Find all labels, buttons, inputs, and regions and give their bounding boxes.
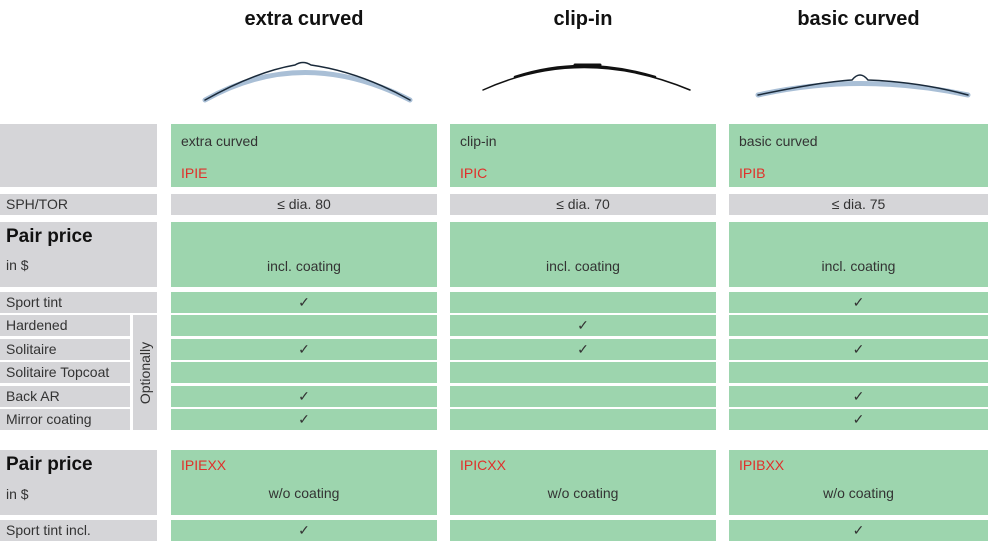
check-mark: ✓	[298, 294, 310, 310]
price-wo-cell: IPIEXX w/o coating	[171, 450, 437, 515]
price-cell: incl. coating	[171, 222, 437, 287]
column-title: basic curved	[797, 8, 920, 30]
price-note: incl. coating	[546, 258, 620, 274]
price-wo-note: w/o coating	[823, 485, 894, 501]
option-label: Mirror coating	[0, 409, 130, 430]
option-cell	[450, 292, 716, 313]
lens-cell: clip-in IPIC	[450, 124, 716, 187]
option-cell: ✓	[450, 315, 716, 337]
option-cell	[729, 362, 988, 384]
option-label: Sport tint incl.	[0, 520, 157, 541]
label-text: Pair price	[6, 454, 93, 475]
option-cell	[450, 385, 716, 407]
lens-name: extra curved	[181, 133, 259, 149]
option-cell: ✓	[171, 520, 437, 541]
check-mark: ✓	[298, 340, 310, 357]
column-title: clip-in	[553, 8, 613, 30]
check-mark: ✓	[298, 411, 310, 427]
option-label: Solitaire	[0, 338, 130, 360]
check-mark: ✓	[577, 340, 589, 357]
option-cell: ✓	[171, 409, 437, 430]
price-cell: incl. coating	[729, 222, 988, 287]
price-wo-note: w/o coating	[268, 485, 340, 501]
option-cell	[171, 315, 437, 337]
option-cell	[729, 315, 988, 337]
option-cell: ✓	[729, 292, 988, 313]
lens-name: clip-in	[460, 133, 497, 149]
option-text: Solitaire Topcoat	[6, 364, 110, 381]
row-label: Pair price in $	[0, 222, 157, 287]
option-cell: ✓	[171, 338, 437, 360]
price-wo-cell: IPICXX w/o coating	[450, 450, 716, 515]
option-text: Solitaire	[6, 340, 57, 357]
label-text: SPH/TOR	[6, 196, 68, 212]
check-mark: ✓	[852, 387, 865, 404]
row-label: SPH/TOR	[0, 194, 157, 215]
option-cell: ✓	[729, 409, 988, 430]
lens-drawings	[202, 61, 971, 103]
option-label: Hardened	[0, 315, 130, 337]
option-text: Back AR	[6, 387, 60, 404]
blank-label	[0, 124, 157, 187]
sph-cell: ≤ dia. 70	[450, 194, 716, 215]
label-unit: in $	[6, 257, 29, 273]
label-unit: in $	[6, 486, 29, 502]
option-cell: ✓	[729, 338, 988, 360]
option-cell: ✓	[171, 292, 437, 313]
price-cell: incl. coating	[450, 222, 716, 287]
price-wo-cell: IPIBXX w/o coating	[729, 450, 988, 515]
sph-cell: ≤ dia. 75	[729, 194, 988, 215]
option-cell: ✓	[729, 520, 988, 541]
vertical-text: Optionally	[137, 341, 153, 404]
sph-value: ≤ dia. 75	[831, 196, 886, 212]
option-label: Solitaire Topcoat	[0, 362, 130, 384]
sph-cell: ≤ dia. 80	[171, 194, 437, 215]
option-cell	[450, 362, 716, 384]
lens-cell: basic curved IPIB	[729, 124, 988, 187]
lens-name: basic curved	[739, 133, 818, 149]
check-mark: ✓	[298, 387, 310, 404]
option-label: Sport tint	[0, 292, 157, 313]
price-wo-code: IPIEXX	[181, 457, 227, 473]
check-mark: ✓	[852, 411, 865, 427]
option-text: Sport tint incl.	[6, 522, 91, 538]
column-header: extra curved	[171, 8, 437, 38]
lens-code: IPIE	[181, 165, 208, 181]
option-cell: ✓	[729, 385, 988, 407]
option-text: Hardened	[6, 317, 68, 334]
option-cell	[450, 520, 716, 541]
price-wo-note: w/o coating	[547, 485, 619, 501]
option-label: Back AR	[0, 385, 130, 407]
option-cell	[450, 409, 716, 430]
option-text: Sport tint	[6, 294, 63, 310]
column-title: extra curved	[244, 8, 364, 30]
check-mark: ✓	[852, 294, 865, 310]
option-cell: ✓	[171, 385, 437, 407]
option-cell: ✓	[450, 338, 716, 360]
check-mark: ✓	[852, 522, 865, 538]
sph-value: ≤ dia. 80	[277, 196, 331, 212]
optionally-label: Optionally	[133, 315, 157, 430]
check-mark: ✓	[852, 340, 865, 357]
lens-code: IPIC	[460, 165, 488, 181]
price-wo-code: IPIBXX	[739, 457, 785, 473]
label-text: Pair price	[6, 226, 93, 247]
column-header: basic curved	[729, 8, 988, 38]
sph-value: ≤ dia. 70	[556, 196, 610, 212]
row-label: Pair price in $	[0, 450, 157, 515]
option-text: Mirror coating	[6, 411, 92, 427]
column-header: clip-in	[450, 8, 716, 38]
option-cell	[171, 362, 437, 384]
check-mark: ✓	[298, 522, 310, 538]
lens-cell: extra curved IPIE	[171, 124, 437, 187]
price-note: incl. coating	[267, 258, 341, 274]
price-note: incl. coating	[821, 258, 896, 274]
lens-code: IPIB	[739, 165, 766, 181]
check-mark: ✓	[577, 317, 589, 334]
price-wo-code: IPICXX	[460, 457, 506, 473]
